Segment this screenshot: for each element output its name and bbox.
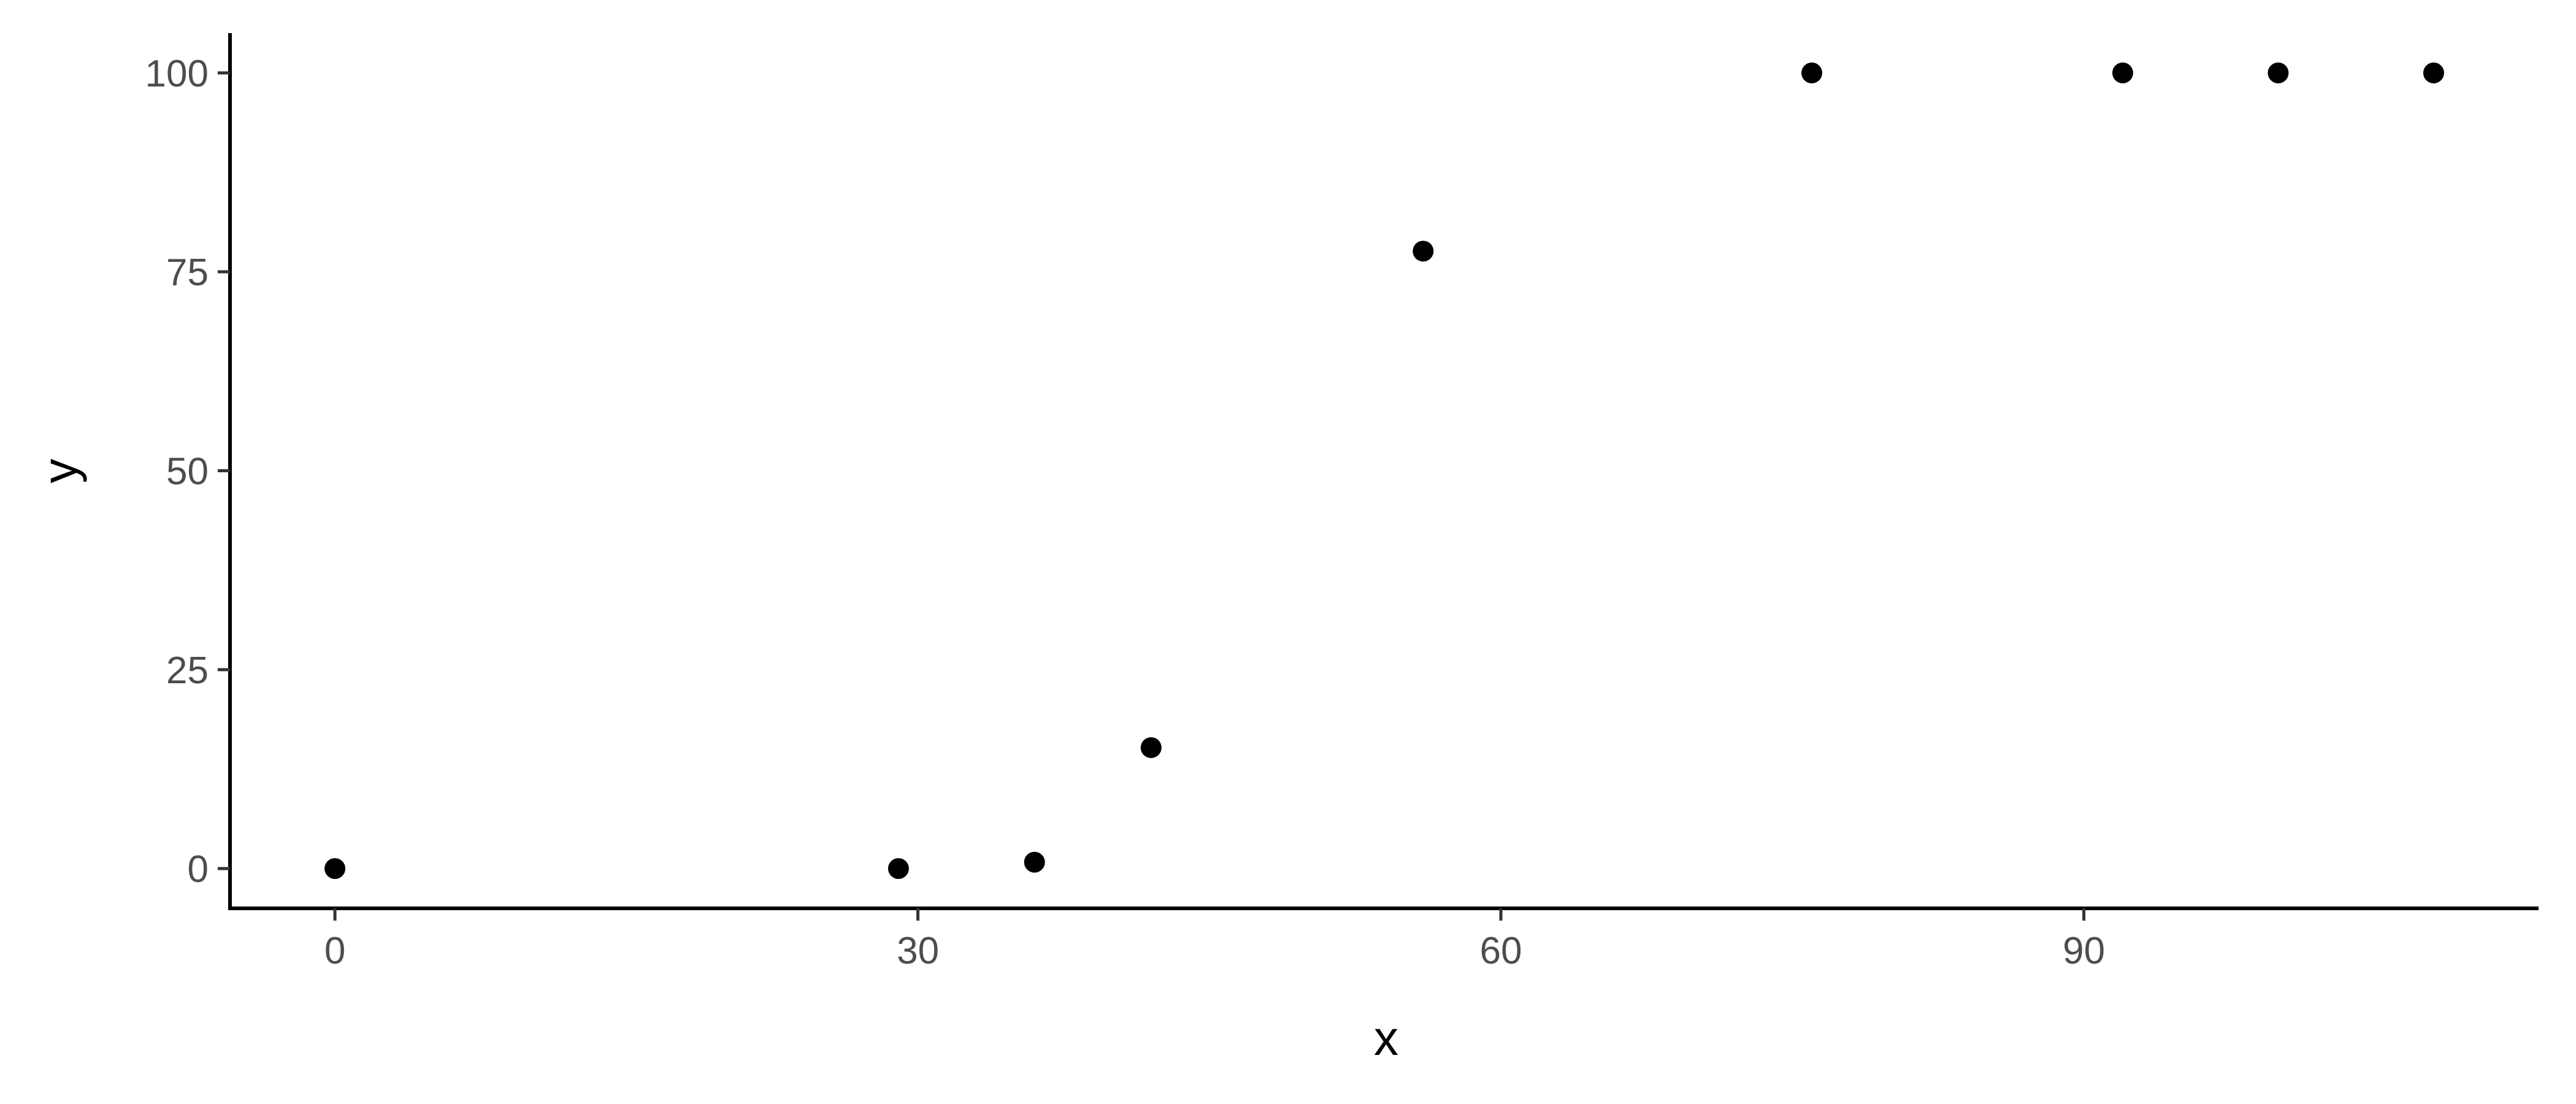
- data-point: [887, 858, 909, 880]
- x-tick-label: 90: [2063, 930, 2105, 972]
- data-point: [2267, 62, 2289, 83]
- y-tick-label: 75: [166, 251, 209, 294]
- data-point: [1413, 240, 1434, 262]
- axes: 0 30 60 90 0 25 50 75 100: [145, 33, 2539, 972]
- data-point: [1140, 737, 1162, 758]
- data-point: [1801, 62, 1823, 83]
- data-point: [1024, 851, 1045, 873]
- data-point: [324, 858, 346, 880]
- points-layer: [324, 62, 2444, 880]
- y-axis-title: y: [33, 459, 87, 483]
- x-axis-title: x: [1374, 1011, 1398, 1065]
- x-tick-label: 60: [1480, 930, 1522, 972]
- x-tick-label: 0: [324, 930, 345, 972]
- data-point: [2423, 62, 2444, 83]
- y-tick-label: 50: [166, 451, 209, 493]
- y-tick-label: 0: [188, 848, 209, 891]
- x-tick-label: 30: [897, 930, 939, 972]
- y-tick-label: 100: [145, 53, 209, 95]
- data-point: [2112, 62, 2133, 83]
- y-tick-label: 25: [166, 650, 209, 692]
